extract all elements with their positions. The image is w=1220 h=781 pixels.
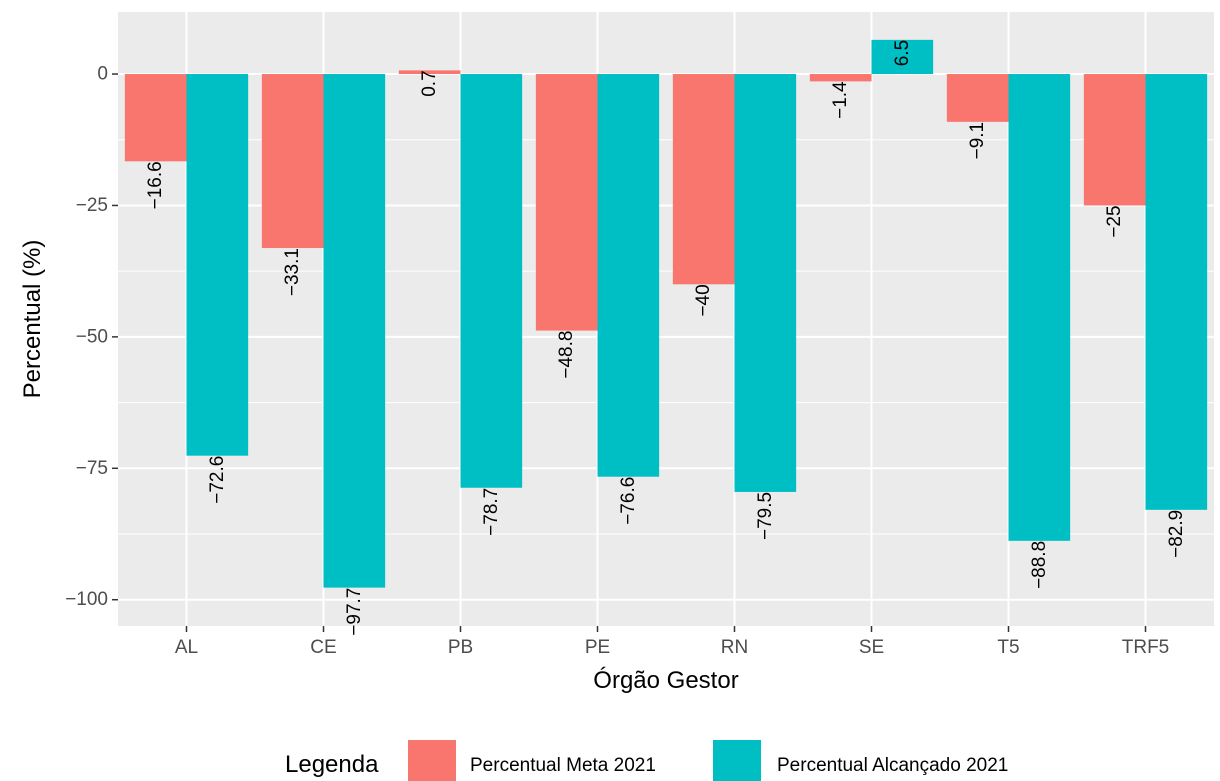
- y-tick-label: 0: [97, 64, 108, 85]
- bar-alcancado: [186, 74, 249, 456]
- data-label: −79.5: [755, 492, 776, 540]
- legend-key-meta: [408, 740, 456, 781]
- x-axis-title: Órgão Gestor: [593, 667, 738, 694]
- bar-meta: [124, 74, 187, 162]
- legend-title: Legenda: [285, 751, 379, 778]
- x-tick-label: PB: [448, 637, 473, 658]
- data-labels: −16.6 −33.1 0.7 −48.8 −40 −1.4 −9.1 −25 −72.6 −97…: [145, 40, 1187, 636]
- data-label: −16.6: [145, 161, 166, 209]
- x-tick-label: AL: [175, 637, 198, 658]
- bar-meta: [398, 70, 461, 75]
- data-label: −82.9: [1166, 510, 1187, 558]
- bars: [124, 39, 1208, 588]
- data-label: 0.7: [419, 70, 440, 96]
- data-label: −48.8: [556, 331, 577, 379]
- data-label: −40: [693, 284, 714, 316]
- legend-label: Percentual Meta 2021: [470, 755, 656, 776]
- data-label: −88.8: [1029, 541, 1050, 589]
- bar-alcancado: [460, 74, 523, 488]
- data-label: −1.4: [830, 81, 851, 119]
- bar-meta: [946, 74, 1009, 122]
- x-tick-label: PE: [585, 637, 610, 658]
- bar-alcancado: [1008, 74, 1071, 541]
- data-label: −78.7: [481, 488, 502, 536]
- bar-meta: [809, 74, 872, 82]
- bar-meta: [535, 74, 598, 331]
- data-label: −9.1: [967, 122, 988, 160]
- x-tick-label: TRF5: [1122, 637, 1170, 658]
- legend-label: Percentual Alcançado 2021: [777, 755, 1008, 776]
- x-axis: AL CE PB PE RN SE T5 TRF5: [175, 626, 1169, 658]
- bar-alcancado: [323, 74, 386, 588]
- x-tick-label: SE: [859, 637, 884, 658]
- data-label: −97.7: [344, 588, 365, 636]
- data-label: −33.1: [282, 248, 303, 296]
- legend: Legenda Percentual Meta 2021 Percentual A…: [285, 740, 1008, 781]
- bar-meta: [261, 74, 324, 249]
- x-tick-label: RN: [721, 637, 748, 658]
- y-axis: 0 −25 −50 −75 −100: [65, 64, 118, 610]
- y-tick-label: −50: [76, 326, 108, 347]
- legend-key-alcancado: [713, 740, 761, 781]
- bar-meta: [1083, 74, 1146, 206]
- y-axis-title: Percentual (%): [19, 240, 46, 399]
- data-label: 6.5: [892, 40, 913, 66]
- bar-alcancado: [597, 74, 660, 477]
- y-tick-label: −100: [65, 589, 108, 610]
- bar-alcancado: [734, 74, 797, 492]
- y-tick-label: −25: [76, 195, 108, 216]
- x-tick-label: CE: [310, 637, 336, 658]
- y-tick-label: −75: [76, 458, 108, 479]
- bar-alcancado: [1145, 74, 1208, 510]
- data-label: −76.6: [618, 477, 639, 525]
- x-tick-label: T5: [997, 637, 1019, 658]
- bar-meta: [672, 74, 735, 285]
- data-label: −25: [1104, 205, 1125, 237]
- bar-alcancado: [871, 39, 934, 75]
- data-label: −72.6: [207, 456, 228, 504]
